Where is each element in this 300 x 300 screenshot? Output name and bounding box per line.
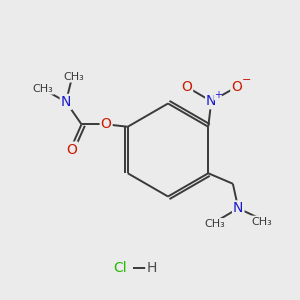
Text: −: −	[242, 75, 251, 85]
Text: N: N	[61, 95, 71, 109]
Text: CH₃: CH₃	[63, 72, 84, 82]
Text: N: N	[206, 94, 217, 108]
Text: O: O	[181, 80, 192, 94]
Text: Cl: Cl	[113, 261, 127, 274]
Text: CH₃: CH₃	[33, 84, 53, 94]
Text: O: O	[67, 142, 77, 157]
Text: O: O	[101, 117, 112, 131]
Text: CH₃: CH₃	[251, 217, 272, 226]
Text: O: O	[231, 80, 242, 94]
Text: N: N	[233, 201, 244, 215]
Text: H: H	[146, 261, 157, 274]
Text: +: +	[214, 90, 222, 100]
Text: CH₃: CH₃	[205, 219, 225, 229]
